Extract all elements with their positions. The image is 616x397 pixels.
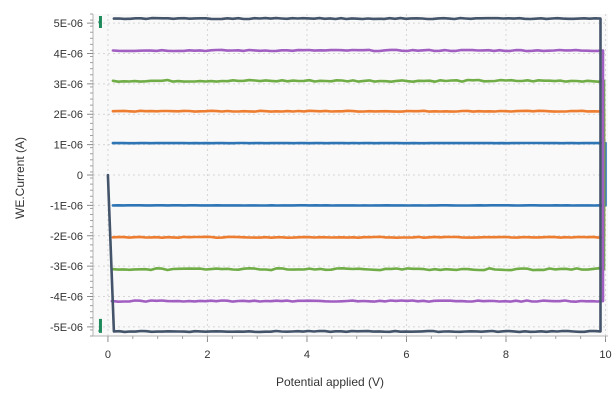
series-line-4	[110, 48, 605, 304]
x-tick-label: 10	[599, 349, 611, 361]
x-tick-label: 4	[304, 349, 310, 361]
y-tick-label: 2E-06	[54, 109, 83, 121]
y-tick-label: -1E-06	[50, 200, 83, 212]
y-tick-label: 1E-06	[54, 140, 83, 152]
series-layer	[106, 16, 607, 334]
plot-area	[93, 14, 608, 336]
x-tick-label: 2	[204, 349, 210, 361]
y-tick-label: 5E-06	[54, 18, 83, 30]
y-axis-label: WE.Current (A)	[13, 137, 27, 219]
x-tick-label: 6	[403, 349, 409, 361]
x-tick-label: 0	[105, 349, 111, 361]
y-tick-label: -4E-06	[50, 292, 83, 304]
x-axis-label: Potential applied (V)	[276, 375, 384, 389]
y-tick-label: 4E-06	[54, 48, 83, 60]
y-tick-label: 3E-06	[54, 79, 83, 91]
y-tick-label: -5E-06	[50, 322, 83, 334]
y-tick-label: -2E-06	[50, 231, 83, 243]
axis-layer: 5E-06 4E-06 3E-06 2E-06 1E-06 0 -1E-06 -2E-06 -3…	[50, 13, 612, 361]
series-line-5	[106, 16, 602, 334]
y-tick-label: -3E-06	[50, 261, 83, 273]
y-tick-label: 0	[77, 170, 83, 182]
x-tick-label: 8	[503, 349, 509, 361]
series-line-1	[111, 141, 607, 207]
